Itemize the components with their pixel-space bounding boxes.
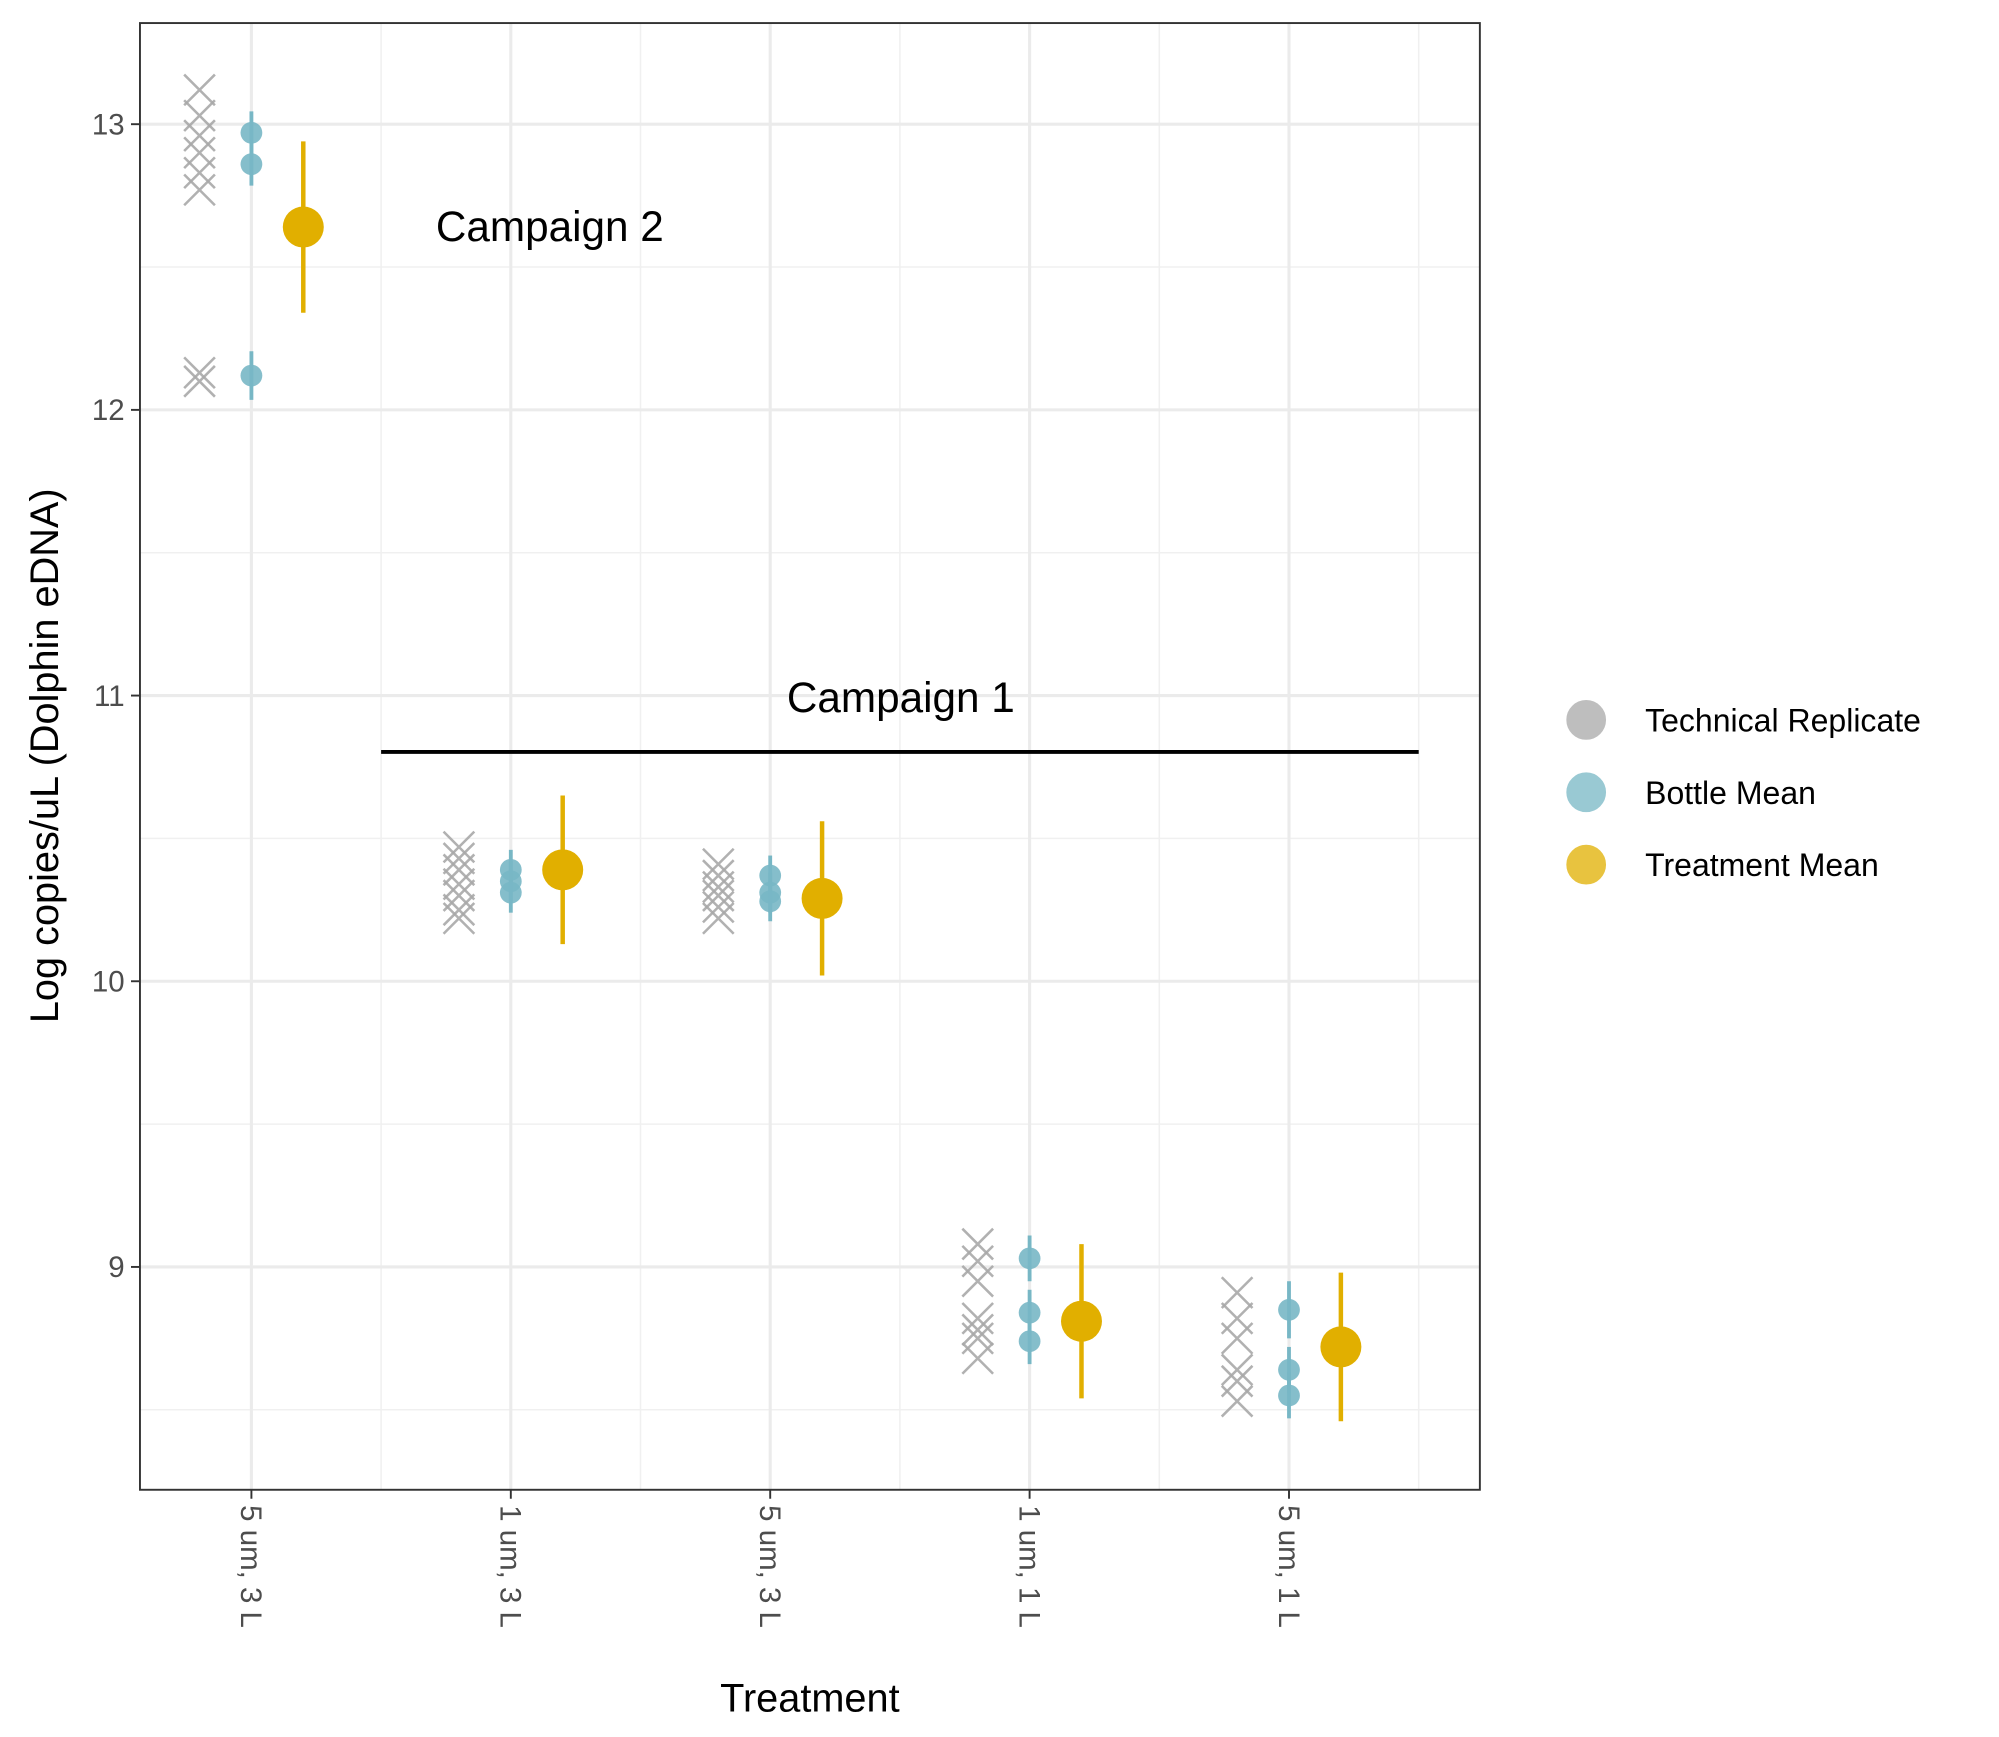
technical-replicate [702, 847, 735, 881]
plot-border [139, 22, 1481, 1491]
bottle-mean [1018, 1330, 1041, 1353]
technical-replicate [442, 879, 476, 912]
technical-replicate [442, 842, 476, 875]
bottle-mean [1278, 1358, 1300, 1381]
technical-replicate [442, 867, 476, 901]
annotation: Campaign 1 [787, 674, 1015, 721]
bottle-mean [240, 153, 263, 176]
legend-label: Bottle Mean [1645, 775, 1816, 811]
treatment-mean [1060, 1300, 1102, 1342]
legend-key [1566, 844, 1607, 885]
x-tick-label: 1 um, 3 L [494, 1505, 527, 1628]
legend-key [1566, 772, 1607, 813]
y-tick-label: 13 [92, 108, 125, 141]
treatment-mean [282, 206, 324, 248]
technical-replicate [183, 365, 216, 398]
technical-replicate [183, 119, 216, 152]
technical-replicate [961, 1264, 995, 1298]
technical-replicate [961, 1342, 995, 1375]
treatment-mean [1320, 1326, 1362, 1368]
x-axis-title: Treatment [720, 1676, 899, 1720]
bottle-mean [759, 890, 782, 913]
y-tick-label: 9 [108, 1251, 124, 1284]
treatment-mean [801, 877, 843, 919]
bottle-mean [1018, 1247, 1041, 1270]
bottle-mean [240, 364, 263, 387]
y-tick-label: 12 [92, 394, 125, 427]
technical-replicate [1220, 1322, 1254, 1355]
technical-replicate [442, 853, 476, 887]
legend-label: Technical Replicate [1645, 702, 1921, 738]
bottle-mean [499, 881, 522, 904]
bottle-mean [1278, 1298, 1300, 1321]
technical-replicate [1220, 1353, 1254, 1387]
technical-replicate [702, 879, 735, 912]
technical-replicate [961, 1313, 995, 1347]
y-tick-label: 10 [92, 965, 125, 998]
technical-replicate [961, 1227, 995, 1261]
plot-background [139, 23, 1480, 1490]
treatment-mean [542, 849, 584, 891]
legend-label: Treatment Mean [1645, 847, 1879, 883]
x-tick-label: 5 um, 1 L [1272, 1505, 1305, 1628]
legend-key [1566, 700, 1607, 740]
bottle-mean [1278, 1384, 1300, 1407]
bottle-mean [240, 121, 263, 144]
technical-replicate [1220, 1276, 1254, 1309]
bottle-mean [1018, 1301, 1041, 1324]
technical-replicate [183, 356, 216, 390]
annotation: Campaign 2 [436, 203, 664, 250]
x-tick-label: 1 um, 1 L [1012, 1505, 1045, 1628]
y-axis-title: Log copies/uL (Dolphin eDNA) [23, 488, 67, 1023]
technical-replicate [1220, 1384, 1254, 1418]
technical-replicate [702, 890, 735, 924]
technical-replicate [183, 73, 216, 107]
x-tick-label: 5 um, 3 L [753, 1505, 786, 1628]
technical-replicate [702, 902, 735, 935]
x-tick-label: 5 um, 3 L [234, 1505, 267, 1628]
technical-replicate [442, 830, 476, 864]
technical-replicate [183, 173, 216, 207]
technical-replicate [183, 156, 216, 190]
y-tick-label: 11 [94, 680, 125, 713]
technical-replicate [442, 902, 476, 935]
technical-replicate [442, 893, 476, 927]
